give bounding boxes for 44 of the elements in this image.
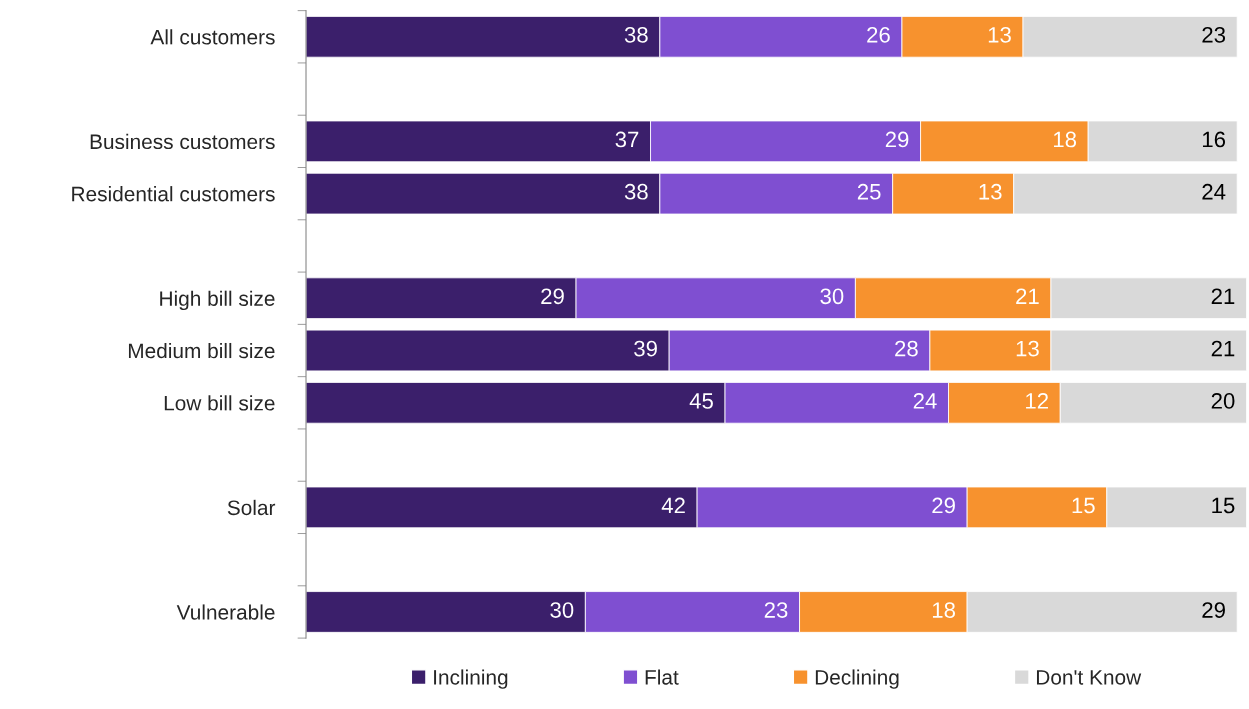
data-label: 38 [624, 183, 648, 200]
data-label: 20 [1211, 393, 1235, 409]
data-label: 45 [689, 393, 713, 409]
y-tick-label: Solar [227, 499, 276, 516]
data-label: 23 [764, 602, 788, 618]
data-label: 28 [895, 340, 918, 357]
y-tick-label: Vulnerable [176, 604, 275, 620]
data-label: 29 [1202, 602, 1225, 618]
data-label: 38 [624, 27, 648, 43]
y-tick-label: High bill size [160, 290, 275, 311]
data-label: 37 [615, 131, 639, 148]
data-label: 15 [1212, 497, 1235, 514]
legend-label: Inclining [434, 669, 508, 689]
data-label: 13 [979, 183, 1002, 200]
legend-label: Don't Know [1036, 670, 1142, 685]
data-label: 18 [1054, 131, 1077, 148]
data-label: 13 [988, 27, 1011, 43]
data-label: 15 [1072, 497, 1095, 514]
data-label: 13 [1016, 340, 1039, 357]
data-label: 21 [1016, 288, 1039, 304]
y-tick-label: Residential customers [72, 186, 275, 202]
data-label: 29 [885, 131, 909, 148]
data-label: 24 [1202, 183, 1226, 200]
data-label: 26 [867, 27, 890, 43]
data-label: 16 [1202, 131, 1226, 148]
legend-label: Flat [645, 669, 679, 685]
data-label: 24 [913, 393, 937, 409]
data-label: 21 [1211, 288, 1235, 304]
legend-label: Declining [815, 669, 899, 689]
data-label: 21 [1211, 340, 1235, 357]
data-label: 42 [661, 497, 685, 514]
data-label: 30 [550, 602, 574, 618]
y-tick-label: Medium bill size [128, 342, 275, 359]
data-label: 23 [1202, 27, 1226, 43]
y-tick-label: All customers [150, 29, 275, 45]
data-label: 25 [857, 183, 881, 200]
data-label: 12 [1026, 393, 1048, 409]
y-tick-label: Business customers [90, 133, 275, 150]
data-label: 29 [541, 288, 564, 305]
data-label: 30 [820, 288, 844, 305]
data-label: 29 [932, 497, 955, 514]
data-label: 18 [932, 602, 956, 618]
y-tick-label: Low bill size [164, 395, 275, 411]
data-label: 39 [634, 340, 657, 357]
